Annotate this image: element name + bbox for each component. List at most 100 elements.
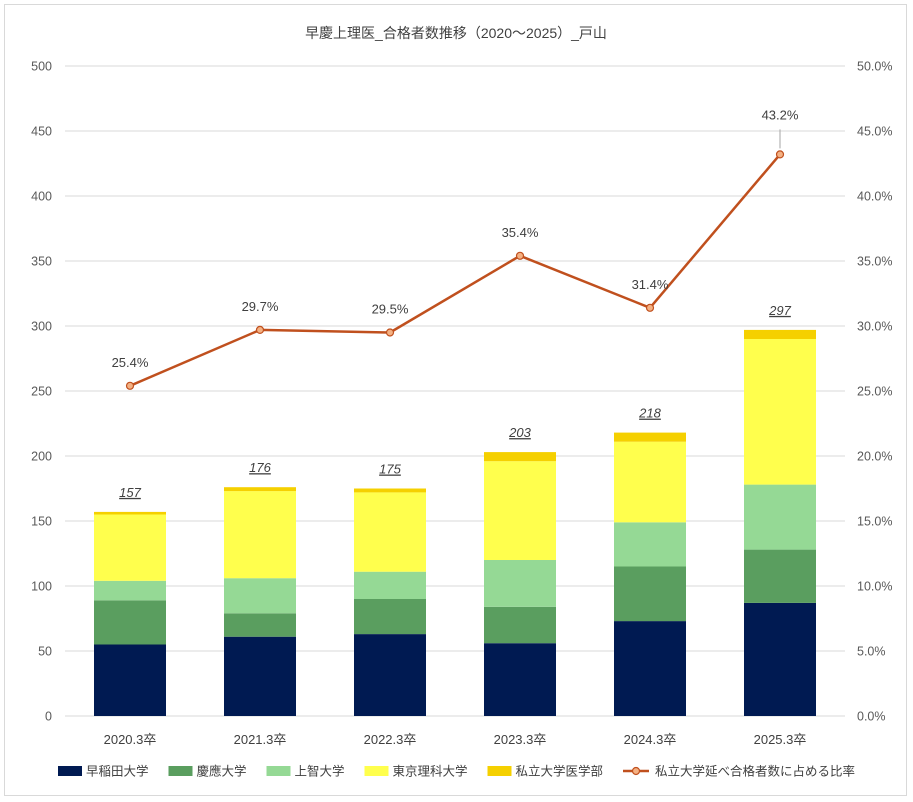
y-right-tick-label: 5.0% [857, 645, 886, 659]
x-category-label: 2021.3卒 [234, 732, 287, 747]
legend-item: 私立大学医学部 [487, 764, 604, 779]
bar-segment [94, 600, 166, 645]
legend-item: 東京理科大学 [364, 764, 468, 779]
bar-segment [224, 578, 296, 614]
bar-segment [224, 487, 296, 492]
bar-segment [744, 339, 816, 485]
total-label: 218 [638, 406, 661, 421]
legend-item: 私立大学延べ合格者数に占める比率 [623, 764, 855, 779]
legend-label: 東京理科大学 [393, 764, 468, 779]
ratio-data-label: 29.5% [372, 302, 409, 317]
total-labels: 157 176 175 203 218 297 [119, 303, 791, 500]
total-label: 157 [119, 485, 141, 500]
y-right-tick-label: 45.0% [857, 125, 892, 139]
ratio-data-label: 25.4% [112, 355, 149, 370]
bar-segment [94, 644, 166, 716]
bar-segment [484, 643, 556, 716]
total-label: 176 [249, 460, 271, 475]
legend-swatch [487, 766, 512, 776]
y-left-tick-label: 350 [31, 255, 52, 269]
x-category-label: 2020.3卒 [104, 732, 157, 747]
bar-segment [94, 580, 166, 601]
y-axis-right: 0.0% 5.0% 10.0% 15.0% 20.0% 25.0% 30.0% 35.0% 40… [857, 60, 892, 724]
ratio-line-series: 25.4% 29.7% 29.5% 35.4% 31.4% 43.2% [112, 107, 799, 390]
ratio-data-label: 29.7% [242, 299, 279, 314]
ratio-marker [125, 381, 135, 390]
y-right-tick-label: 50.0% [857, 60, 892, 74]
legend-swatch [168, 766, 193, 776]
bar-series [94, 329, 816, 716]
y-left-tick-label: 150 [31, 515, 52, 529]
ratio-data-label: 31.4% [632, 277, 669, 292]
y-right-tick-label: 15.0% [857, 515, 892, 529]
bar-segment [354, 599, 426, 635]
y-right-tick-label: 40.0% [857, 190, 892, 204]
y-right-tick-label: 20.0% [857, 450, 892, 464]
legend-item: 上智大学 [266, 764, 345, 779]
bar-segment [744, 602, 816, 716]
y-left-tick-label: 50 [38, 645, 52, 659]
y-right-tick-label: 0.0% [857, 710, 886, 724]
y-left-tick-label: 200 [31, 450, 52, 464]
bar-segment [484, 452, 556, 462]
ratio-marker [645, 303, 655, 312]
legend: 早稲田大学 慶應大学 上智大学 東京理科大学 私立大学医学部 私立大学延べ合格者数に占める… [58, 764, 855, 779]
bar-segment [614, 432, 686, 442]
legend-item: 慶應大学 [168, 764, 247, 779]
bar-segment [484, 560, 556, 607]
y-left-tick-label: 250 [31, 385, 52, 399]
x-category-label: 2025.3卒 [754, 732, 807, 747]
x-category-label: 2024.3卒 [624, 732, 677, 747]
bar-segment [224, 613, 296, 637]
bar-segment [354, 571, 426, 599]
x-category-label: 2023.3卒 [494, 732, 547, 747]
y-axis-left: 0 50 100 150 200 250 300 350 400 450 500 [31, 60, 52, 724]
ratio-line [129, 153, 781, 387]
ratio-marker [385, 328, 395, 337]
ratio-marker [775, 150, 785, 159]
legend-swatch [364, 766, 389, 776]
y-right-tick-label: 35.0% [857, 255, 892, 269]
legend-swatch [58, 766, 82, 776]
total-label: 297 [768, 303, 791, 318]
x-axis-categories: 2020.3卒 2021.3卒 2022.3卒 2023.3卒 2024.3卒 2025.… [104, 732, 807, 747]
bar-segment [224, 636, 296, 716]
bar-segment [354, 492, 426, 572]
bar-segment [94, 511, 166, 515]
bar-segment [224, 491, 296, 579]
ratio-data-label: 43.2% [762, 107, 799, 122]
y-right-tick-label: 10.0% [857, 580, 892, 594]
bar-segment [484, 461, 556, 560]
legend-marker [631, 766, 641, 776]
bar-segment [484, 606, 556, 644]
legend-label: 慶應大学 [197, 764, 247, 779]
ratio-marker [255, 325, 265, 334]
y-left-tick-label: 400 [31, 190, 52, 204]
total-label: 203 [508, 425, 531, 440]
legend-item: 早稲田大学 [58, 764, 149, 779]
y-right-tick-label: 25.0% [857, 385, 892, 399]
bar-segment [614, 522, 686, 567]
legend-label: 私立大学医学部 [516, 764, 604, 779]
bar-segment [614, 566, 686, 622]
y-left-tick-label: 450 [31, 125, 52, 139]
y-right-tick-label: 30.0% [857, 320, 892, 334]
ratio-data-label: 35.4% [502, 225, 539, 240]
bar-segment [614, 441, 686, 523]
bar-segment [744, 549, 816, 603]
bar-segment [354, 634, 426, 716]
bar-segment [744, 484, 816, 550]
y-left-tick-label: 500 [31, 60, 52, 74]
ratio-marker [515, 251, 525, 260]
y-left-tick-label: 0 [45, 710, 52, 724]
y-left-tick-label: 100 [31, 580, 52, 594]
legend-label: 早稲田大学 [86, 764, 149, 779]
chart-title: 早慶上理医_合格者数推移（2020～2025）_戸山 [305, 25, 607, 41]
legend-label: 上智大学 [295, 764, 345, 779]
bar-segment [354, 488, 426, 493]
bar-segment [94, 514, 166, 581]
gridlines [65, 65, 845, 717]
legend-label: 私立大学延べ合格者数に占める比率 [655, 764, 855, 779]
bar-segment [614, 621, 686, 716]
